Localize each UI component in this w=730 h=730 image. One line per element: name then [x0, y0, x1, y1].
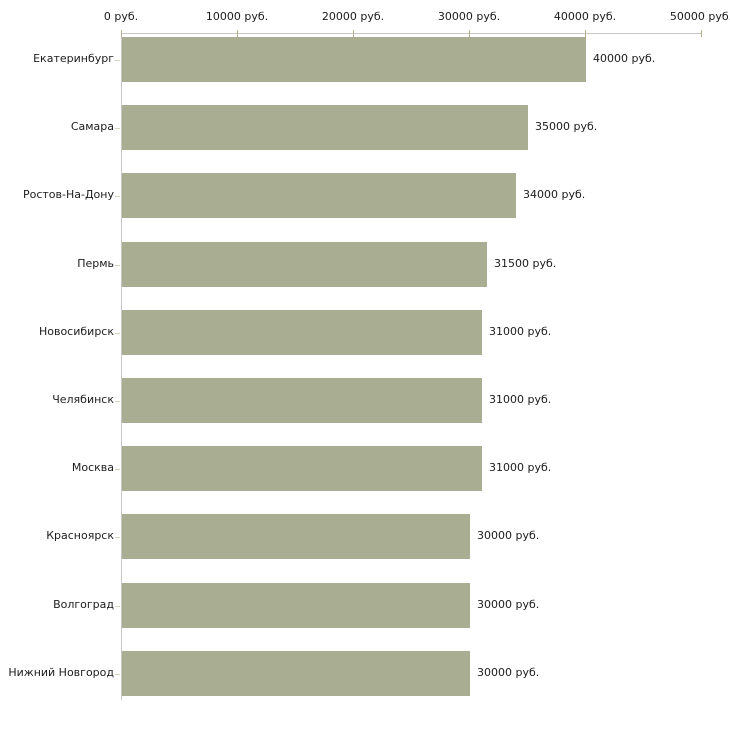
x-axis-line — [121, 33, 701, 34]
axis-tick — [237, 30, 238, 37]
axis-tick — [469, 30, 470, 37]
row-tick — [115, 196, 120, 197]
bar — [122, 514, 470, 559]
bar-value-label: 31000 руб. — [489, 393, 552, 406]
row-tick — [115, 60, 120, 61]
bar — [122, 310, 482, 355]
axis-tick-label: 50000 руб. — [669, 10, 730, 23]
bar — [122, 651, 470, 696]
category-label: Екатеринбург — [33, 52, 114, 65]
row-tick — [115, 333, 120, 334]
axis-tick-label: 30000 руб. — [437, 10, 501, 23]
axis-tick — [701, 30, 702, 37]
bar — [122, 173, 516, 218]
bar — [122, 583, 470, 628]
row-tick — [115, 128, 120, 129]
bar-value-label: 30000 руб. — [477, 598, 540, 611]
row-tick — [115, 537, 120, 538]
category-label: Москва — [71, 461, 114, 474]
bar — [122, 37, 586, 82]
bar-value-label: 30000 руб. — [477, 529, 540, 542]
bar-value-label: 40000 руб. — [593, 52, 656, 65]
bar-value-label: 30000 руб. — [477, 666, 540, 679]
bar — [122, 105, 528, 150]
bar — [122, 378, 482, 423]
axis-tick-label: 40000 руб. — [553, 10, 617, 23]
y-axis-line — [121, 33, 122, 700]
axis-tick-label: 10000 руб. — [205, 10, 269, 23]
axis-tick — [353, 30, 354, 37]
category-label: Ростов-На-Дону — [22, 188, 114, 201]
category-label: Новосибирск — [38, 325, 114, 338]
axis-tick — [585, 30, 586, 37]
axis-tick — [121, 30, 122, 37]
category-label: Самара — [70, 120, 114, 133]
bar-value-label: 31000 руб. — [489, 325, 552, 338]
category-label: Волгоград — [53, 598, 114, 611]
axis-tick-label: 20000 руб. — [321, 10, 385, 23]
axis-tick-label: 0 руб. — [103, 10, 139, 23]
row-tick — [115, 606, 120, 607]
bar — [122, 446, 482, 491]
category-label: Красноярск — [46, 529, 114, 542]
bar-value-label: 35000 руб. — [535, 120, 598, 133]
row-tick — [115, 469, 120, 470]
bar — [122, 242, 487, 287]
category-label: Челябинск — [52, 393, 114, 406]
row-tick — [115, 674, 120, 675]
category-label: Нижний Новгород — [8, 666, 114, 679]
row-tick — [115, 401, 120, 402]
bar-value-label: 31000 руб. — [489, 461, 552, 474]
category-label: Пермь — [77, 257, 114, 270]
bar-value-label: 31500 руб. — [494, 257, 557, 270]
bar-value-label: 34000 руб. — [523, 188, 586, 201]
row-tick — [115, 265, 120, 266]
